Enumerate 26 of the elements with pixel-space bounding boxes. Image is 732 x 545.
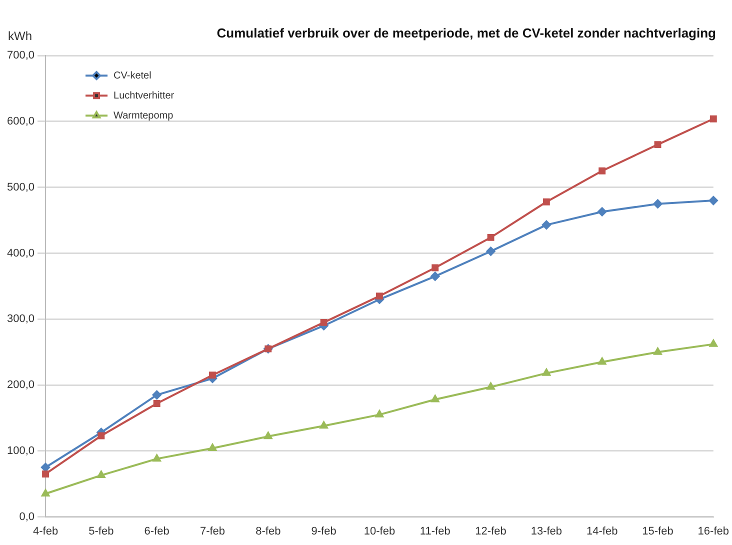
chart-title: Cumulatief verbruik over de meetperiode, met de CV-ketel zonder nachtverlaging (216, 25, 716, 40)
x-tick-label: 4-feb (32, 525, 58, 538)
legend-label: CV-ketel (114, 70, 152, 82)
legend-label: Warmtepomp (114, 110, 174, 122)
y-tick-label: 700,0 (6, 50, 35, 62)
x-tick-label: 15-feb (642, 525, 674, 538)
y-tick-label: 100,0 (6, 444, 35, 457)
x-tick-label: 8-feb (256, 525, 281, 538)
x-tick-label: 6-feb (144, 525, 170, 538)
x-tick-label: 7-feb (200, 525, 226, 538)
legend-label: Luchtverhitter (114, 90, 175, 102)
y-axis-title: kWh (8, 29, 32, 43)
x-tick-label: 13-feb (530, 525, 562, 538)
x-tick-label: 16-feb (698, 525, 730, 538)
x-tick-label: 10-feb (364, 525, 396, 538)
y-tick-label: 400,0 (6, 247, 35, 260)
y-tick-label: 500,0 (6, 181, 35, 194)
x-tick-label: 11-feb (420, 525, 450, 538)
x-tick-label: 14-feb (586, 525, 618, 538)
y-tick-label: 0,0 (19, 510, 35, 523)
y-tick-label: 200,0 (6, 379, 35, 392)
y-tick-label: 300,0 (6, 313, 35, 326)
x-tick-label: 9-feb (311, 525, 336, 538)
y-tick-label: 600,0 (6, 116, 35, 128)
x-tick-label: 5-feb (88, 525, 114, 538)
x-tick-label: 12-feb (475, 525, 506, 538)
